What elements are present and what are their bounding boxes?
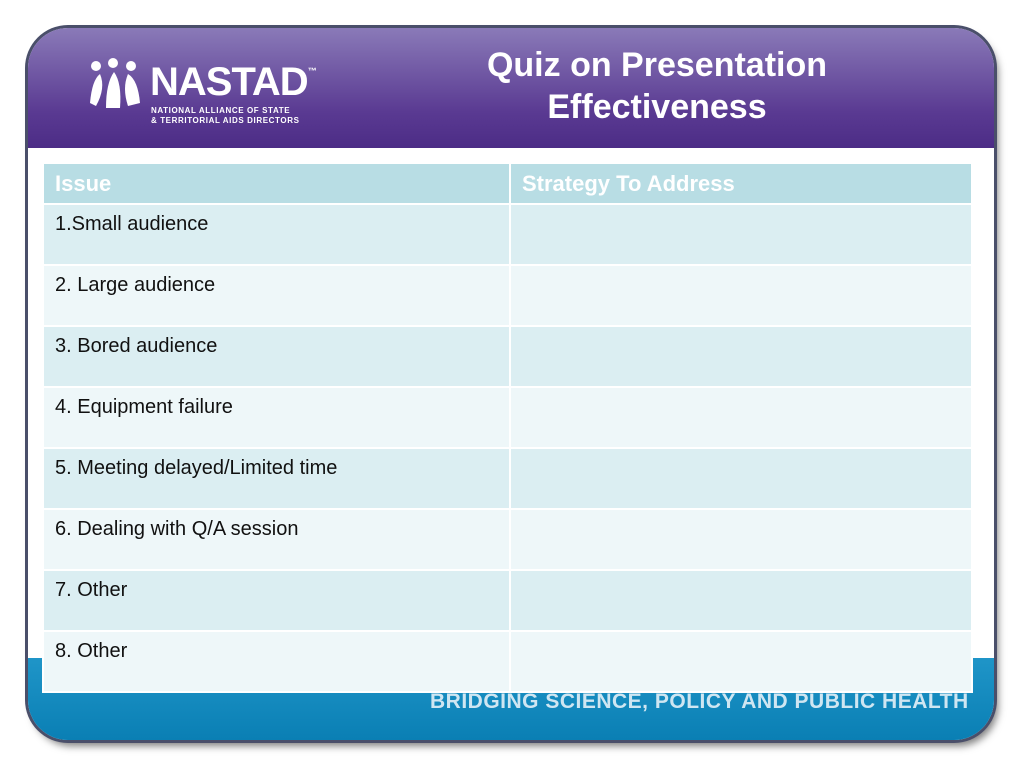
table-row: 1.Small audience <box>42 203 973 266</box>
table-row: 3. Bored audience <box>42 325 973 388</box>
table-row: 7. Other <box>42 569 973 632</box>
strategy-cell <box>509 386 973 449</box>
table-row: 8. Other <box>42 630 973 693</box>
table: Issue Strategy To Address 1.Small audience… <box>42 162 973 693</box>
strategy-cell <box>509 569 973 632</box>
table-row: 2. Large audience <box>42 264 973 327</box>
logo-subtitle: & TERRITORIAL AIDS DIRECTORS <box>151 116 300 125</box>
logo-icon <box>90 58 140 108</box>
tagline: BRIDGING SCIENCE, POLICY AND PUBLIC HEAL… <box>430 690 969 713</box>
issue-cell: 3. Bored audience <box>42 325 511 388</box>
issue-cell: 4. Equipment failure <box>42 386 511 449</box>
logo-name: NASTAD™ <box>150 60 317 105</box>
issue-cell: 2. Large audience <box>42 264 511 327</box>
strategy-cell <box>509 325 973 388</box>
table-row: 4. Equipment failure <box>42 386 973 449</box>
column-header: Strategy To Address <box>509 162 973 205</box>
header-row: Issue Strategy To Address <box>42 162 973 205</box>
issue-cell: 1.Small audience <box>42 203 511 266</box>
issue-cell: 7. Other <box>42 569 511 632</box>
logo-text: NASTAD <box>150 60 309 104</box>
strategy-cell <box>509 203 973 266</box>
strategy-cell <box>509 447 973 510</box>
trademark: ™ <box>307 66 317 76</box>
title: Quiz on Presentation Effectiveness <box>486 46 828 126</box>
strategy-cell <box>509 508 973 571</box>
issue-cell: 8. Other <box>42 630 511 693</box>
issue-cell: 6. Dealing with Q/A session <box>42 508 511 571</box>
strategy-cell <box>509 630 973 693</box>
table-row: 5. Meeting delayed/Limited time <box>42 447 973 510</box>
table-row: 6. Dealing with Q/A session <box>42 508 973 571</box>
header-band <box>28 28 994 148</box>
logo-subtitle: NATIONAL ALLIANCE OF STATE <box>151 106 291 115</box>
strategy-cell <box>509 264 973 327</box>
column-header: Issue <box>42 162 511 205</box>
issue-cell: 5. Meeting delayed/Limited time <box>42 447 511 510</box>
